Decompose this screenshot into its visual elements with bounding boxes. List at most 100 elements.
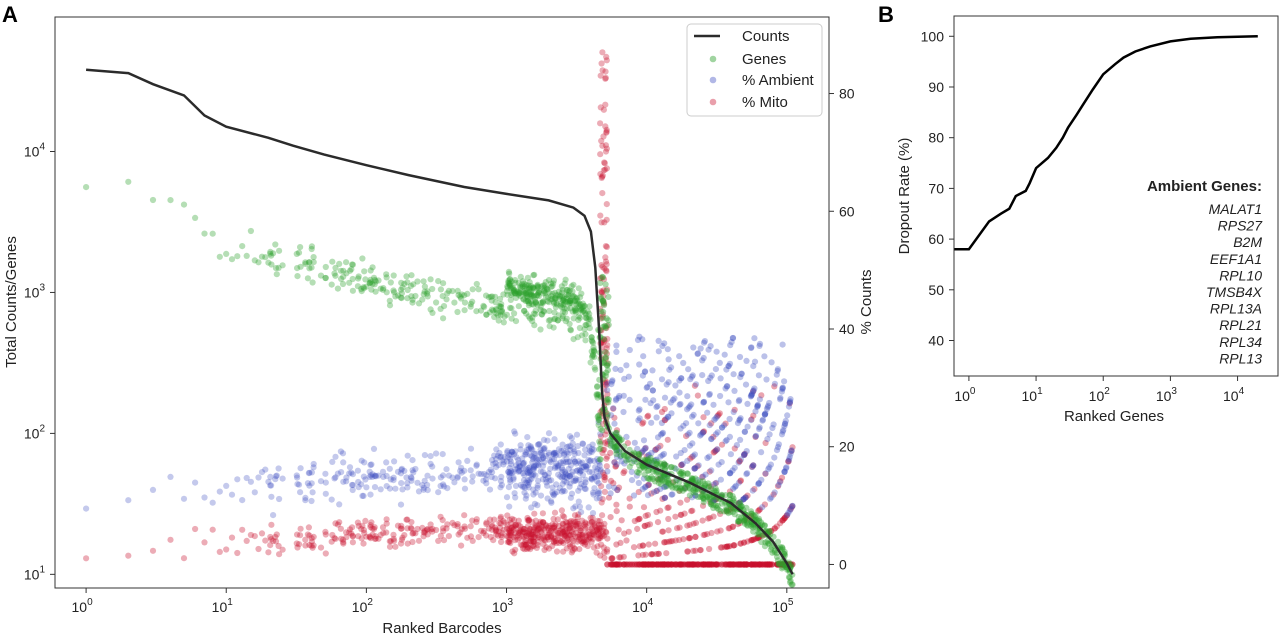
ambient-point	[755, 481, 762, 488]
genes-point	[512, 294, 520, 301]
genes-point	[568, 283, 575, 290]
ambient-point	[545, 474, 552, 481]
mito-point	[692, 533, 699, 541]
genes-point	[527, 315, 534, 322]
genes-point	[561, 298, 568, 305]
mito-point	[521, 539, 528, 546]
ambient-point	[551, 465, 559, 472]
mito-point	[726, 488, 734, 495]
mito-point	[672, 513, 679, 520]
ambient-point	[581, 482, 588, 489]
genes-point	[414, 278, 421, 285]
ambient-point	[561, 468, 569, 476]
mito-point	[711, 497, 718, 504]
genes-point	[678, 469, 685, 476]
mito-point	[697, 547, 704, 554]
mito-point	[694, 392, 702, 399]
x-tick-base-b: 10	[1223, 388, 1239, 404]
ambient-point	[575, 498, 582, 505]
mito-point	[598, 174, 605, 181]
mito-point	[624, 440, 632, 447]
genes-point	[668, 482, 675, 489]
genes-point	[774, 538, 782, 545]
ambient-point	[429, 475, 436, 482]
ambient-point	[512, 494, 519, 501]
ambient-point	[559, 441, 566, 448]
genes-point	[519, 281, 526, 288]
mito-point	[730, 561, 737, 568]
ambient-point	[686, 442, 694, 449]
mito-point	[653, 550, 660, 558]
ambient-point	[657, 475, 664, 482]
genes-point	[574, 334, 581, 341]
genes-point	[361, 268, 368, 275]
genes-point	[239, 243, 246, 250]
mito-point	[527, 546, 534, 553]
ambient-point	[510, 476, 517, 483]
y2-tick-label: 40	[839, 321, 855, 337]
ambient-point	[565, 450, 572, 457]
mito-point	[407, 524, 414, 532]
genes-point	[498, 307, 505, 314]
mito-point	[785, 458, 792, 465]
ambient-point	[546, 477, 553, 484]
genes-point	[697, 493, 704, 501]
ambient-point	[355, 478, 362, 486]
ambient-point	[440, 481, 447, 488]
mito-point	[515, 532, 522, 539]
mito-point	[625, 528, 632, 535]
ambient-point	[308, 469, 315, 476]
mito-point	[559, 524, 566, 531]
genes-point	[647, 454, 654, 461]
mito-point	[338, 535, 345, 542]
mito-point	[551, 528, 558, 535]
genes-point	[566, 287, 574, 294]
mito-point	[725, 525, 732, 532]
ambient-point	[317, 478, 325, 485]
mito-point	[774, 561, 781, 568]
mito-point	[572, 522, 579, 529]
mito-point	[609, 561, 616, 568]
mito-point	[602, 123, 609, 130]
ambient-point	[251, 489, 258, 496]
mito-point	[598, 219, 605, 226]
genes-point	[555, 288, 563, 295]
y-tick-exp: 3	[39, 282, 45, 293]
ambient-point	[611, 459, 618, 466]
ambient-point	[701, 338, 709, 345]
mito-point	[723, 543, 731, 550]
ambient-point	[784, 412, 791, 419]
mito-point	[125, 552, 132, 559]
mito-point	[694, 463, 701, 470]
genes-point	[524, 285, 531, 292]
genes-point	[602, 323, 609, 330]
mito-point	[726, 561, 734, 568]
ambient-point	[763, 405, 771, 412]
mito-point	[762, 470, 769, 477]
ambient-point	[559, 466, 566, 474]
mito-point	[623, 561, 630, 568]
mito-point	[403, 516, 410, 523]
genes-point	[569, 308, 576, 315]
genes-point	[527, 282, 535, 290]
mito-point	[737, 540, 744, 547]
mito-point	[583, 533, 590, 540]
mito-point	[297, 532, 304, 539]
mito-point	[490, 537, 497, 544]
genes-point	[540, 287, 548, 294]
mito-point	[493, 528, 500, 535]
genes-point	[520, 295, 527, 302]
mito-point	[783, 512, 791, 519]
ambient-point	[669, 396, 677, 404]
genes-point	[626, 463, 633, 470]
genes-point	[272, 241, 279, 248]
mito-point	[729, 523, 736, 531]
mito-point	[642, 561, 649, 568]
mito-point	[710, 561, 717, 568]
mito-point	[592, 523, 599, 530]
mito-point	[661, 405, 668, 413]
mito-point	[774, 483, 782, 490]
ambient-point	[727, 451, 735, 458]
genes-point	[602, 354, 609, 361]
genes-point	[276, 247, 283, 254]
